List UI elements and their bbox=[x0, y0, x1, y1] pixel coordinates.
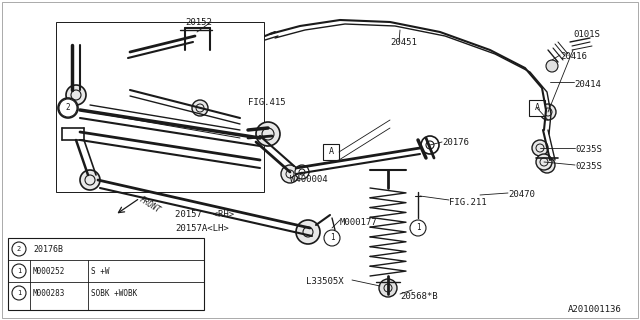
Circle shape bbox=[532, 140, 548, 156]
Text: A: A bbox=[534, 103, 540, 113]
Circle shape bbox=[59, 99, 77, 117]
Bar bbox=[529, 100, 545, 116]
Circle shape bbox=[281, 165, 299, 183]
Text: 0235S: 0235S bbox=[575, 162, 602, 171]
Text: A201001136: A201001136 bbox=[568, 305, 621, 314]
Text: SOBK +WOBK: SOBK +WOBK bbox=[91, 289, 137, 298]
Circle shape bbox=[12, 264, 26, 278]
Text: 20470: 20470 bbox=[508, 190, 535, 199]
Text: FRONT: FRONT bbox=[138, 195, 163, 215]
Text: 2: 2 bbox=[17, 246, 21, 252]
Text: W400004: W400004 bbox=[290, 175, 328, 184]
Circle shape bbox=[379, 279, 397, 297]
Text: M000177: M000177 bbox=[340, 218, 378, 227]
Text: A: A bbox=[328, 148, 333, 156]
Text: FIG.211: FIG.211 bbox=[449, 198, 486, 207]
Circle shape bbox=[66, 85, 86, 105]
Text: 20414: 20414 bbox=[574, 80, 601, 89]
Text: 20451: 20451 bbox=[390, 38, 417, 47]
Bar bbox=[56, 22, 264, 192]
Text: 20176: 20176 bbox=[442, 138, 469, 147]
Circle shape bbox=[546, 60, 558, 72]
Text: L33505X: L33505X bbox=[306, 277, 344, 286]
Circle shape bbox=[12, 286, 26, 300]
Text: M000252: M000252 bbox=[33, 267, 65, 276]
Circle shape bbox=[536, 154, 552, 170]
Circle shape bbox=[295, 165, 309, 179]
Bar bbox=[323, 144, 339, 160]
Text: 1: 1 bbox=[17, 268, 21, 274]
Text: 20176B: 20176B bbox=[33, 244, 63, 253]
Circle shape bbox=[192, 100, 208, 116]
Circle shape bbox=[296, 220, 320, 244]
Circle shape bbox=[410, 220, 426, 236]
Text: 1: 1 bbox=[330, 234, 334, 243]
Text: 20152: 20152 bbox=[185, 18, 212, 27]
Circle shape bbox=[539, 157, 555, 173]
Text: 20416: 20416 bbox=[560, 52, 587, 61]
Text: 1: 1 bbox=[17, 290, 21, 296]
Text: 0101S: 0101S bbox=[573, 30, 600, 39]
Bar bbox=[8, 238, 204, 310]
Circle shape bbox=[324, 230, 340, 246]
Circle shape bbox=[58, 98, 78, 118]
Text: 2: 2 bbox=[66, 103, 70, 113]
Circle shape bbox=[256, 122, 280, 146]
Circle shape bbox=[421, 136, 439, 154]
Circle shape bbox=[540, 104, 556, 120]
Circle shape bbox=[12, 242, 26, 256]
Text: 20157  <RH>: 20157 <RH> bbox=[175, 210, 234, 219]
Text: 20568*B: 20568*B bbox=[400, 292, 438, 301]
Text: M000283: M000283 bbox=[33, 289, 65, 298]
Circle shape bbox=[80, 170, 100, 190]
Text: FIG.415: FIG.415 bbox=[248, 98, 285, 107]
Text: 0235S: 0235S bbox=[575, 145, 602, 154]
Text: 1: 1 bbox=[416, 223, 420, 233]
Text: 20157A<LH>: 20157A<LH> bbox=[175, 224, 228, 233]
Text: S +W: S +W bbox=[91, 267, 109, 276]
